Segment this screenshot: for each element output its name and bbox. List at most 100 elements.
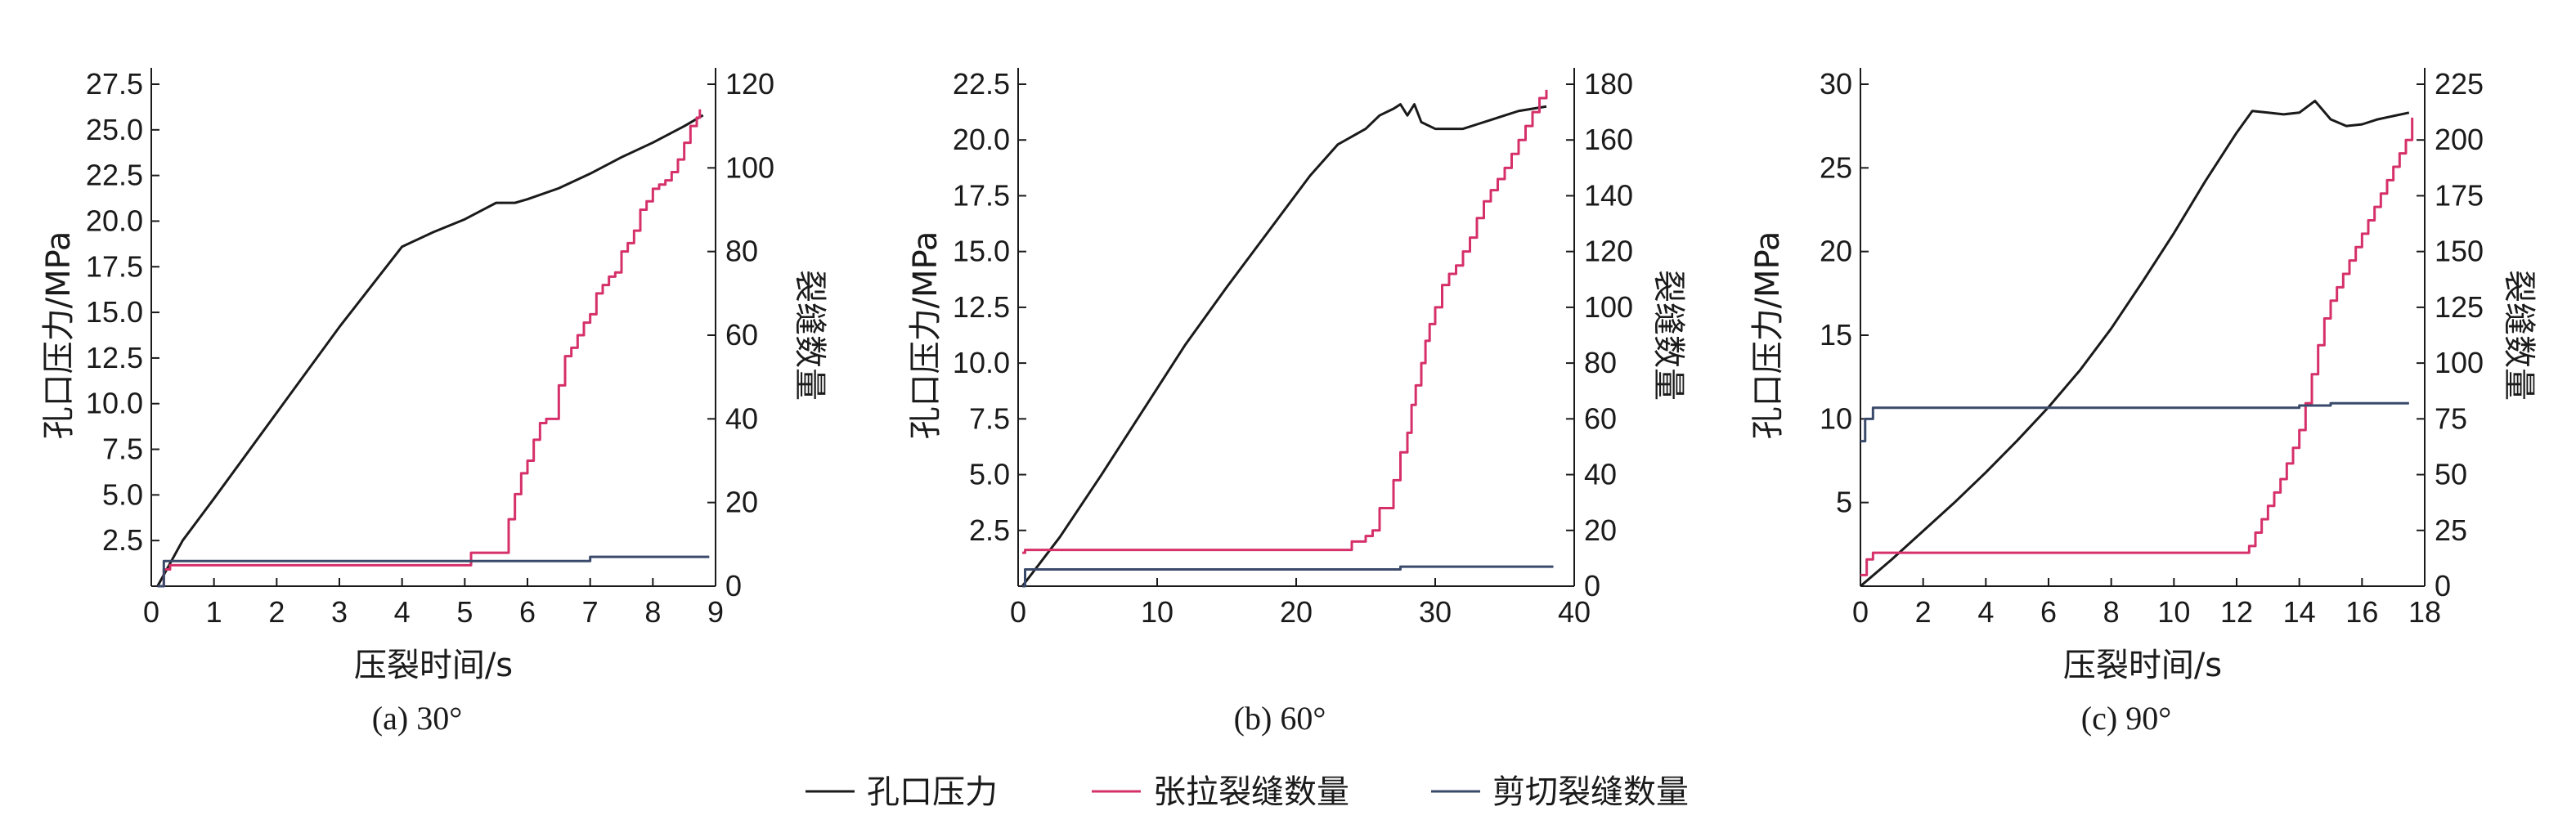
y2-axis-title: 裂缝数量 — [791, 270, 828, 401]
y2-tick-label: 0 — [725, 569, 742, 603]
x-tick-label: 3 — [331, 595, 348, 629]
y2-tick-label: 150 — [2435, 235, 2484, 268]
x-tick-label: 12 — [2220, 595, 2253, 629]
y2-tick-label: 0 — [1584, 569, 1600, 603]
y-tick-label: 22.5 — [86, 159, 143, 192]
panel-2: 0 2 4 6 8 10 12 14 16 18 5 10 15 20 25 30 0 25 50 75 100 125 1… — [1749, 67, 2538, 737]
y-tick-label: 15 — [1820, 318, 1852, 352]
x-tick-label: 2 — [1915, 595, 1932, 629]
x-axis-title: 压裂时间/s — [2063, 647, 2222, 684]
series-line-pressure — [1860, 99, 2410, 588]
series-line-tensile-crack — [157, 109, 702, 588]
y2-tick-label: 160 — [1584, 123, 1633, 156]
x-tick-label: 6 — [519, 595, 536, 629]
x-tick-label: 30 — [1419, 595, 1452, 629]
y2-tick-label: 0 — [2435, 569, 2451, 603]
x-tick-label: 0 — [1852, 595, 1869, 629]
y2-tick-label: 75 — [2435, 401, 2467, 435]
y2-tick-label: 180 — [1584, 67, 1633, 101]
y-tick-label: 10 — [1820, 401, 1852, 435]
chart-panels: 0 1 2 3 4 5 6 7 8 92.55.07.510.012.515.017.520.02… — [40, 67, 2538, 737]
y2-axis-title: 裂缝数量 — [1649, 270, 1687, 401]
y-tick-label: 12.5 — [86, 341, 143, 374]
x-tick-label: 10 — [1141, 595, 1174, 629]
x-tick-label: 0 — [143, 595, 159, 629]
x-tick-label: 6 — [2040, 595, 2057, 629]
y2-tick-label: 140 — [1584, 178, 1633, 212]
y2-tick-label: 40 — [725, 401, 758, 435]
y-tick-label: 25 — [1820, 150, 1852, 184]
y-axis-title: 孔口压力/MPa — [1749, 231, 1787, 440]
y-tick-label: 17.5 — [86, 249, 143, 283]
panel-caption: (a) 30° — [372, 700, 462, 737]
y-tick-label: 17.5 — [953, 178, 1010, 212]
y2-tick-label: 20 — [725, 486, 758, 519]
y2-tick-label: 125 — [2435, 290, 2484, 324]
legend-label-shear: 剪切裂缝数量 — [1492, 773, 1689, 811]
y-tick-label: 7.5 — [102, 432, 143, 466]
x-tick-label: 8 — [644, 595, 661, 629]
y-tick-label: 15.0 — [953, 235, 1010, 268]
x-tick-label: 40 — [1558, 595, 1591, 629]
y2-tick-label: 200 — [2435, 123, 2484, 156]
x-tick-label: 16 — [2345, 595, 2378, 629]
x-tick-label: 20 — [1280, 595, 1313, 629]
panel-0: 0 1 2 3 4 5 6 7 8 9 2.5 5.0 7.5 10.0 12.5 15.0 17.5 20.0 2… — [40, 67, 828, 737]
y-tick-label: 10.0 — [953, 346, 1010, 379]
series-line-tensile-crack — [1860, 117, 2414, 576]
x-tick-label: 8 — [2103, 595, 2120, 629]
y2-tick-label: 80 — [1584, 346, 1617, 379]
y-tick-label: 7.5 — [969, 401, 1010, 435]
y-tick-label: 20 — [1820, 235, 1852, 268]
y-tick-label: 5 — [1836, 486, 1852, 519]
y-tick-label: 25.0 — [86, 113, 143, 146]
y2-tick-label: 120 — [1584, 235, 1633, 268]
y2-tick-label: 25 — [2435, 513, 2467, 547]
y2-tick-label: 50 — [2435, 458, 2467, 491]
y-tick-label: 22.5 — [953, 67, 1010, 101]
series-line-shear-crack — [1860, 401, 2409, 443]
y2-tick-label: 20 — [1584, 513, 1617, 547]
y2-tick-label: 40 — [1584, 458, 1617, 491]
x-tick-label: 1 — [206, 595, 222, 629]
y-tick-label: 10.0 — [86, 387, 143, 420]
x-axis-title: 压裂时间/s — [354, 647, 513, 684]
series-line-pressure — [156, 114, 704, 587]
x-tick-label: 4 — [1977, 595, 1994, 629]
x-tick-label: 10 — [2157, 595, 2190, 629]
y-tick-label: 20.0 — [953, 123, 1010, 156]
x-tick-label: 9 — [707, 595, 724, 629]
y-tick-label: 5.0 — [969, 458, 1010, 491]
y-tick-label: 20.0 — [86, 204, 143, 237]
panel-caption: (c) 90° — [2081, 700, 2171, 737]
series-line-tensile-crack — [1022, 89, 1548, 554]
legend-label-tensile: 张拉裂缝数量 — [1153, 773, 1349, 811]
y2-axis-title: 裂缝数量 — [2500, 270, 2538, 401]
legend-label-pressure: 孔口压力 — [867, 773, 998, 811]
y-axis-title: 孔口压力/MPa — [40, 231, 78, 440]
y-tick-label: 30 — [1820, 67, 1852, 101]
y-tick-label: 15.0 — [86, 295, 143, 329]
x-tick-label: 5 — [456, 595, 473, 629]
x-tick-label: 18 — [2408, 595, 2441, 629]
series-line-shear-crack — [1022, 565, 1554, 588]
x-tick-label: 14 — [2283, 595, 2316, 629]
y2-tick-label: 60 — [1584, 401, 1617, 435]
x-tick-label: 4 — [394, 595, 411, 629]
y-tick-label: 27.5 — [86, 67, 143, 101]
x-tick-label: 2 — [268, 595, 285, 629]
y2-tick-label: 100 — [1584, 290, 1633, 324]
y-tick-label: 12.5 — [953, 290, 1010, 324]
y-tick-label: 2.5 — [969, 513, 1010, 547]
x-tick-label: 7 — [582, 595, 599, 629]
y2-tick-label: 225 — [2435, 67, 2484, 101]
x-tick-label: 0 — [1010, 595, 1026, 629]
y2-tick-label: 100 — [2435, 346, 2484, 379]
y2-tick-label: 100 — [725, 150, 774, 184]
y2-tick-label: 120 — [725, 67, 774, 101]
legend: 孔口压力 张拉裂缝数量 剪切裂缝数量 — [806, 773, 1689, 811]
y-axis-title: 孔口压力/MPa — [907, 231, 945, 440]
series-line-pressure — [1021, 103, 1547, 587]
panel-caption: (b) 60° — [1234, 700, 1326, 737]
